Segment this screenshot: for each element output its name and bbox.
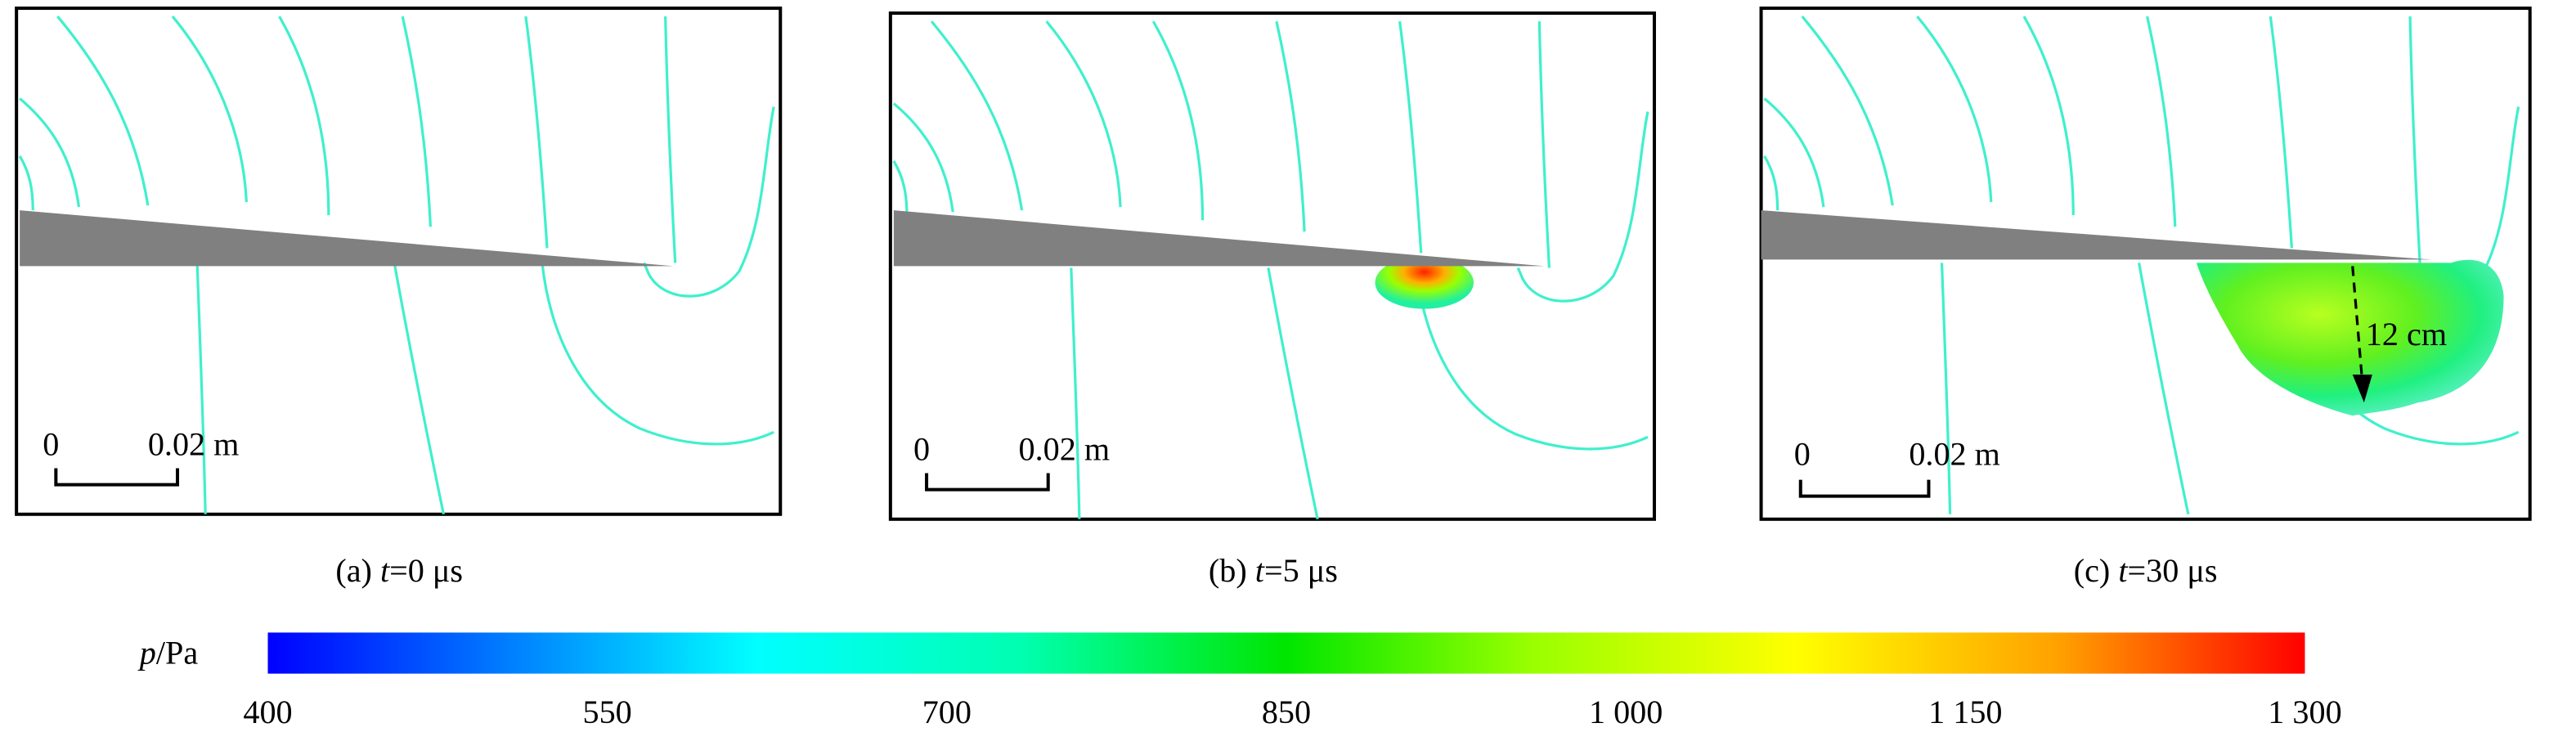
colorbar-label: p/Pa	[137, 635, 199, 671]
scale-zero-label: 0	[43, 425, 59, 462]
scale-bar	[925, 473, 1050, 492]
high-pressure-region	[2196, 259, 2504, 416]
scale-length-label: 0.02 m	[148, 425, 240, 462]
arrow-head-icon	[2352, 375, 2372, 403]
scale-bar	[1798, 479, 1931, 498]
colorbar-tick-label: 850	[1262, 694, 1311, 730]
panel-c-caption: (c) t=30 μs	[2074, 552, 2218, 589]
colorbar-tick-labels: 400 550 700 850 1 000 1 150 1 300	[243, 694, 2341, 730]
scale-length-label: 0.02 m	[1909, 436, 2000, 473]
colorbar-tick-label: 1 150	[1928, 694, 2002, 730]
colorbar-tick-label: 1 300	[2268, 694, 2341, 730]
panel-c: 12 cm 0 0.02 m	[1759, 7, 2532, 521]
colorbar-tick-label: 1 000	[1589, 694, 1663, 730]
scale-zero-label: 0	[913, 430, 930, 467]
panel-a-caption: (a) t=0 μs	[335, 552, 463, 589]
penetration-annotation: 12 cm	[2366, 316, 2447, 353]
wedge-body	[1761, 210, 2432, 260]
colorbar-tick-label: 400	[243, 694, 292, 730]
panel-a: 0 0.02 m	[15, 7, 783, 516]
high-pressure-region	[1375, 256, 1474, 309]
colorbar-tick-label: 550	[583, 694, 632, 730]
scale-zero-label: 0	[1794, 436, 1811, 473]
colorbar-tick-label: 700	[922, 694, 972, 730]
colorbar	[267, 632, 2305, 674]
penetration-arrow	[2351, 266, 2364, 384]
panel-b-caption: (b) t=5 μs	[1209, 552, 1338, 589]
panel-b: 0 0.02 m	[888, 11, 1656, 521]
scale-length-label: 0.02 m	[1019, 430, 1111, 467]
scale-bar	[54, 468, 180, 487]
